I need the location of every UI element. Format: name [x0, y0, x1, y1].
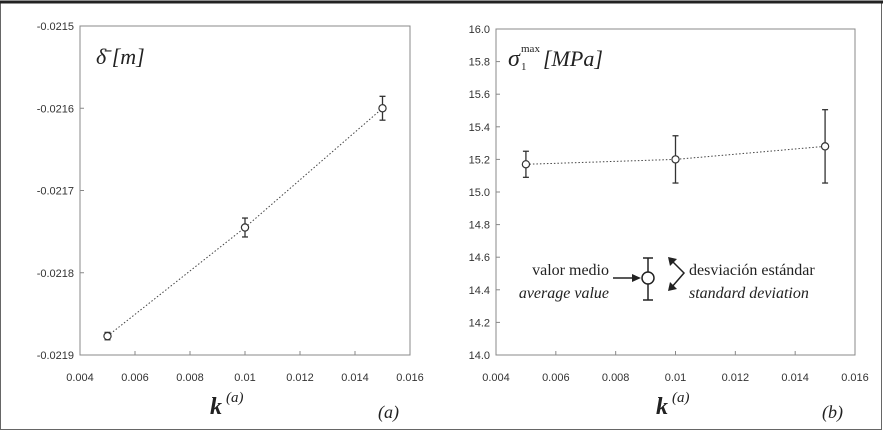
x-axis-label-b: k (a)	[656, 390, 690, 420]
legend-marker	[641, 271, 655, 285]
plot-area-a	[79, 25, 411, 356]
y-tick-label: 14.0	[469, 350, 490, 362]
legend-left-line2: average value	[519, 285, 609, 302]
y-axis-label-b-sup: max	[521, 43, 540, 55]
y-axis-label-b: σ 1 max [MPa]	[508, 43, 603, 73]
legend-bracket	[670, 259, 686, 289]
series-line	[525, 145, 826, 165]
x-tick-label: 0.01	[665, 372, 686, 384]
data-point	[378, 104, 387, 113]
x-tick-label: 0.008	[602, 372, 630, 384]
data-marks-a	[103, 95, 387, 341]
x-tick-label: 0.004	[66, 372, 94, 384]
y-tick-label: -0.0218	[37, 268, 74, 280]
x-axis-label-b-main: k	[656, 394, 668, 420]
x-axis-label-b-sup: (a)	[672, 390, 690, 406]
y-tick-label: 15.0	[469, 187, 490, 199]
y-tick-label: 14.8	[469, 220, 490, 232]
x-tick-label: 0.016	[841, 372, 869, 384]
y-tick-label: 15.8	[469, 57, 490, 69]
x-tick-label: 0.006	[121, 372, 149, 384]
y-tick-label: 16.0	[469, 24, 490, 36]
chart-panel-b: 16.0 15.8 15.6 15.4 15.2 15.0 14.8 14.6 14.4 14.2…	[469, 24, 869, 423]
y-tick-label: 15.6	[469, 89, 490, 101]
chart-panel-a: -0.0215 -0.0216 -0.0217 -0.0218 -0.0219 0.00…	[37, 21, 424, 423]
panel-label-a: (a)	[378, 402, 399, 423]
y-tick-label: 14.6	[469, 252, 490, 264]
x-tick-label: 0.008	[176, 372, 204, 384]
data-marks-b	[521, 109, 830, 184]
x-tick-label: 0.006	[542, 372, 570, 384]
y-tick-label: 15.2	[469, 154, 490, 166]
legend-annotation: valor medio average value desviación est…	[519, 257, 815, 302]
y-tick-label: 15.4	[469, 122, 490, 134]
x-tick-label: 0.01	[234, 372, 255, 384]
y-tick-label: -0.0217	[37, 186, 74, 198]
legend-bracket-head-bottom	[668, 282, 677, 291]
x-tick-label: 0.004	[482, 372, 510, 384]
y-tick-labels-a: -0.0215 -0.0216 -0.0217 -0.0218 -0.0219	[37, 21, 84, 362]
x-axis-label-a-sup: (a)	[226, 390, 244, 406]
y-tick-label: -0.0216	[37, 103, 74, 115]
y-axis-label-b-unit: [MPa]	[543, 46, 603, 71]
y-tick-labels-b: 16.0 15.8 15.6 15.4 15.2 15.0 14.8 14.6 14.4 14.2…	[469, 24, 500, 362]
x-axis-label-a-main: k	[210, 394, 222, 420]
y-axis-label-b-sub: 1	[521, 61, 527, 73]
y-tick-label: -0.0215	[37, 21, 74, 33]
legend-arrow-head	[632, 274, 641, 282]
y-tick-label: 14.4	[469, 285, 490, 297]
data-point	[103, 331, 112, 341]
x-axis-label-a: k (a)	[210, 390, 244, 420]
legend-bracket-head-top	[668, 257, 677, 266]
panel-label-b: (b)	[822, 402, 843, 423]
y-axis-label-b-main: σ	[508, 46, 521, 72]
legend-right-line1: desviación estándar	[689, 262, 815, 279]
data-point	[820, 142, 830, 151]
x-tick-label: 0.016	[396, 372, 424, 384]
x-tick-label: 0.012	[286, 372, 314, 384]
data-point	[521, 160, 531, 169]
x-tick-label: 0.014	[781, 372, 809, 384]
x-tick-label: 0.012	[722, 372, 750, 384]
data-point	[240, 223, 250, 232]
y-tick-label: -0.0219	[37, 350, 74, 362]
x-tick-label: 0.014	[341, 372, 369, 384]
legend-right-line2: standard deviation	[689, 285, 809, 302]
y-tick-label: 14.2	[469, 317, 490, 329]
y-axis-label-a: δ̄ [m]	[96, 44, 145, 69]
x-tick-labels-a: 0.004 0.006 0.008 0.01 0.012 0.014 0.016	[66, 351, 424, 384]
legend-left-line1: valor medio	[532, 262, 609, 279]
x-tick-labels-b: 0.004 0.006 0.008 0.01 0.012 0.014 0.016	[482, 351, 869, 384]
plot-area-b	[495, 28, 856, 356]
data-point	[671, 155, 680, 164]
